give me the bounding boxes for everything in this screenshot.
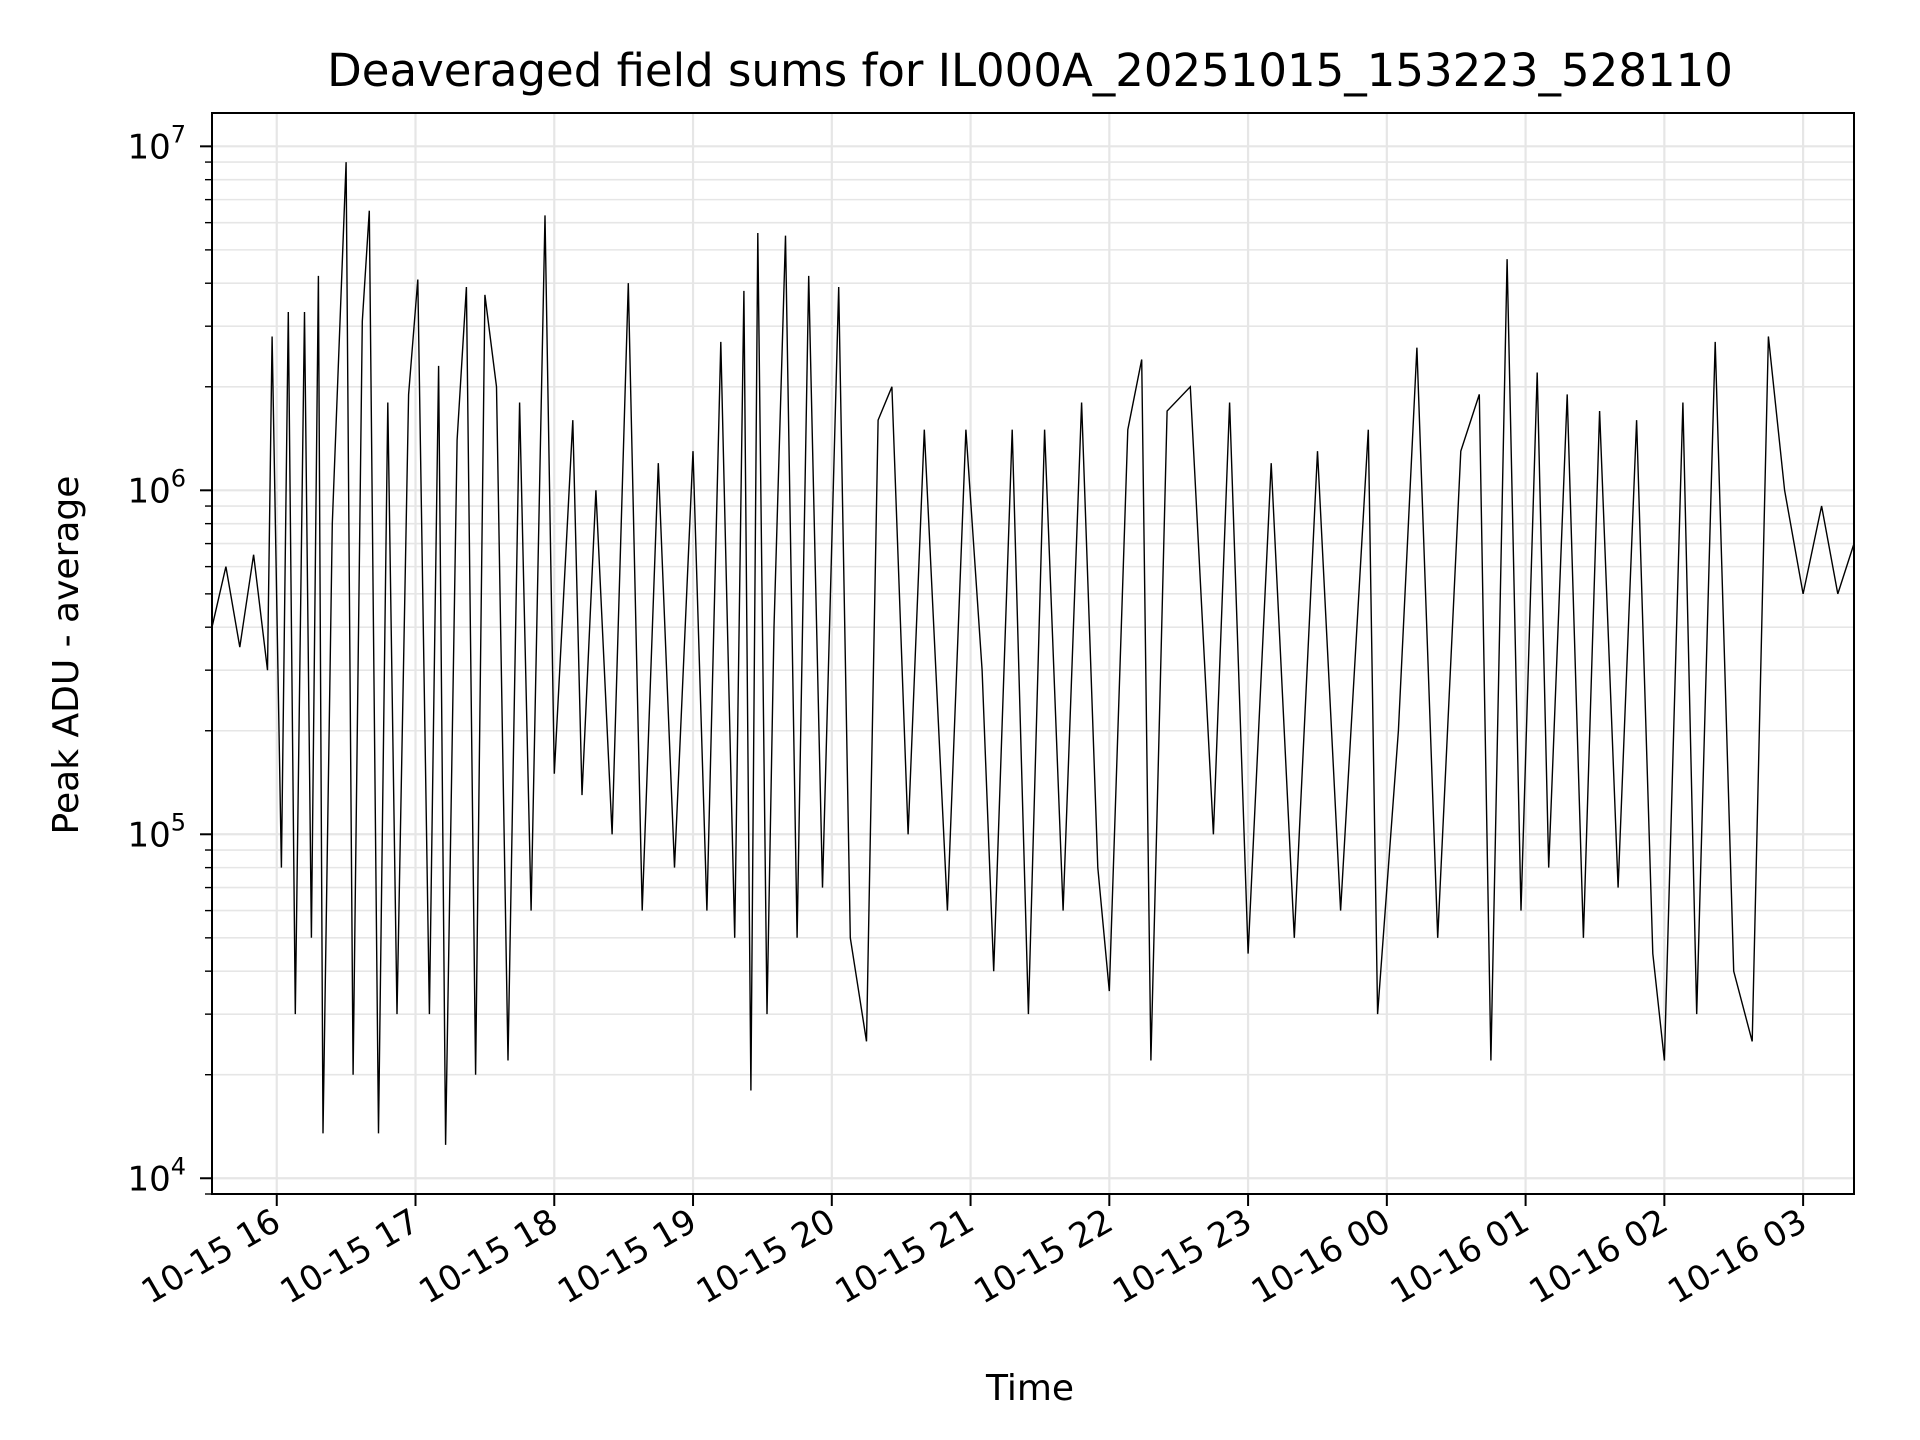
y-tick-label: 107	[127, 120, 186, 167]
y-tick-exponent: 4	[171, 1152, 186, 1180]
y-tick-base: 10	[127, 815, 170, 855]
y-tick-exponent: 7	[171, 120, 186, 148]
series-line-group	[211, 162, 1855, 1145]
y-axis-label: Peak ADU - average	[46, 476, 87, 835]
series-line	[211, 162, 1855, 1145]
y-tick-label: 105	[127, 808, 186, 855]
plot-frame	[211, 112, 1855, 1195]
y-tick-exponent: 5	[171, 808, 186, 836]
y-tick-label: 104	[127, 1152, 186, 1199]
y-tick-exponent: 6	[171, 464, 186, 492]
x-axis-label: Time	[985, 1368, 1074, 1409]
chart-title: Deaveraged field sums for IL000A_2025101…	[327, 44, 1733, 97]
y-tick-label: 106	[127, 464, 186, 511]
y-tick-base: 10	[127, 471, 170, 511]
y-tick-base: 10	[127, 127, 170, 167]
y-tick-base: 10	[127, 1159, 170, 1199]
